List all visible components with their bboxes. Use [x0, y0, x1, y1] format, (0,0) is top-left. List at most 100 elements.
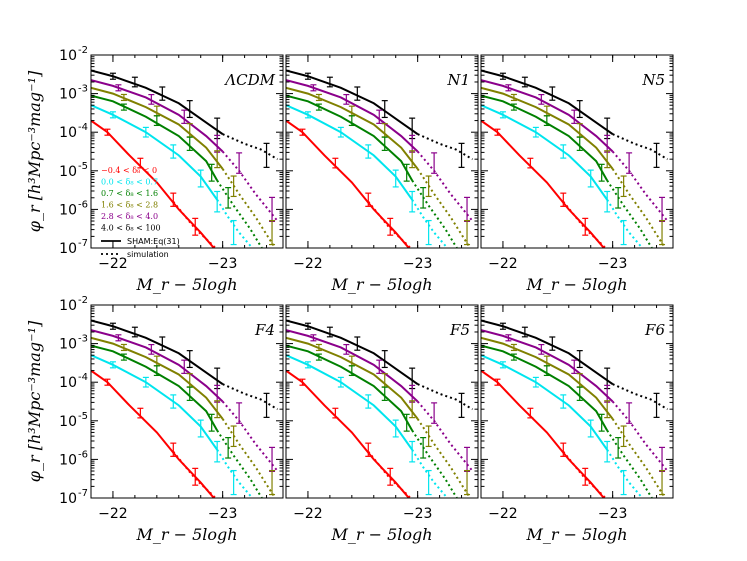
x-tick-label: −22	[98, 256, 128, 272]
panel-label: F6	[644, 321, 665, 339]
simulation-line	[172, 201, 217, 248]
simulation-line	[221, 400, 279, 472]
sham-line	[481, 94, 609, 181]
simulation-line	[221, 150, 279, 222]
simulation-line	[611, 150, 669, 222]
panel-frame	[90, 304, 284, 499]
panel-plot-area	[91, 69, 279, 248]
y-tick-exponent: -3	[78, 84, 88, 95]
legend: −0.4 < δ₈ < 0 0.0 < δ₈ < 0.7 0.7 < δ₈ < 1.…	[101, 166, 180, 259]
x-tick-label: −22	[293, 256, 323, 272]
simulation-line	[216, 429, 264, 498]
simulation-line	[416, 400, 474, 472]
x-tick-label: −22	[488, 506, 518, 522]
simulation-line	[222, 383, 279, 411]
sham-line	[481, 354, 608, 451]
legend-entry: −0.4 < δ₈ < 0	[101, 166, 157, 175]
panel-N5: −22 −23 N5 M_r − 5logh	[480, 54, 674, 294]
simulation-line	[606, 179, 654, 248]
sham-line	[91, 329, 224, 403]
y-tick-label: 10	[59, 452, 77, 468]
x-tick-label: −23	[403, 506, 433, 522]
simulation-line	[411, 179, 459, 248]
y-tick-label: 10	[59, 164, 77, 180]
y-tick-label: 10	[59, 87, 77, 103]
sham-line	[286, 344, 414, 431]
simulation-line	[416, 168, 472, 248]
panel-F5: −22 −23 F5 M_r − 5logh	[285, 304, 479, 544]
y-tick-exponent: -5	[78, 411, 88, 422]
simulation-line	[221, 168, 277, 248]
panel-plot-area	[286, 69, 474, 248]
x-axis-label: M_r − 5logh	[135, 275, 237, 294]
simulation-line	[172, 451, 217, 498]
y-tick-label: 10	[59, 241, 77, 257]
simulation-line	[411, 429, 459, 498]
simulation-line	[416, 150, 474, 222]
x-tick-label: −23	[403, 256, 433, 272]
sham-line	[91, 354, 218, 451]
panel-frame	[285, 304, 479, 499]
panel-N1: −22 −23 N1 M_r − 5logh	[285, 54, 479, 294]
x-axis-label: M_r − 5logh	[330, 275, 432, 294]
y-tick-label: 10	[59, 48, 77, 64]
sham-line	[286, 329, 419, 403]
x-tick-label: −23	[208, 506, 238, 522]
panel-F6: −22 −23 F6 M_r − 5logh	[480, 304, 674, 544]
panel-frame	[480, 54, 674, 249]
x-tick-label: −22	[488, 256, 518, 272]
y-tick-label: 10	[59, 125, 77, 141]
y-tick-label: 10	[59, 491, 77, 507]
legend-entry-simulation: simulation	[127, 250, 169, 259]
legend-entry: 0.0 < δ₈ < 0.7	[101, 178, 158, 187]
sham-line	[481, 336, 614, 420]
sham-line	[286, 336, 419, 420]
simulation-line	[367, 201, 412, 248]
y-tick-label: 10	[59, 414, 77, 430]
legend-entry: 1.6 < δ₈ < 2.8	[101, 201, 158, 210]
panel-frame	[90, 54, 284, 249]
simulation-line	[367, 451, 412, 498]
x-axis-label: M_r − 5logh	[330, 525, 432, 544]
panel-plot-area	[481, 69, 669, 248]
panel-plot-area	[481, 319, 669, 498]
x-tick-label: −23	[598, 256, 628, 272]
simulation-line	[611, 418, 667, 498]
simulation-line	[417, 133, 474, 161]
y-tick-exponent: -2	[78, 45, 88, 56]
y-tick-label: 10	[59, 337, 77, 353]
sham-line	[91, 344, 219, 431]
y-tick-exponent: -4	[78, 122, 88, 133]
sham-line	[91, 104, 218, 201]
simulation-line	[606, 429, 654, 498]
x-tick-label: −22	[293, 506, 323, 522]
y-tick-exponent: -5	[78, 161, 88, 172]
x-axis-label: M_r − 5logh	[525, 275, 627, 294]
y-axis-label: φ_r [h³Mpc⁻³mag⁻¹]	[25, 70, 44, 232]
sham-line	[286, 94, 414, 181]
sham-line	[481, 344, 609, 431]
x-tick-label: −23	[208, 256, 238, 272]
panel-plot-area	[91, 319, 279, 498]
sham-line	[286, 79, 419, 153]
panel-label: N5	[641, 71, 665, 89]
sham-line	[91, 79, 224, 153]
panel-frame	[480, 304, 674, 499]
simulation-line	[612, 133, 669, 161]
x-tick-label: −23	[598, 506, 628, 522]
sham-line	[481, 329, 614, 403]
y-tick-exponent: -6	[78, 449, 88, 460]
simulation-line	[416, 418, 472, 498]
sham-line	[481, 79, 614, 153]
sham-line	[286, 86, 419, 170]
sham-line	[481, 104, 608, 201]
sham-line	[91, 86, 224, 170]
legend-entry: 2.8 < δ₈ < 4.0	[101, 212, 158, 221]
sham-line	[286, 104, 413, 201]
panel-label: F4	[254, 321, 275, 339]
simulation-line	[222, 133, 279, 161]
simulation-line	[562, 201, 607, 248]
